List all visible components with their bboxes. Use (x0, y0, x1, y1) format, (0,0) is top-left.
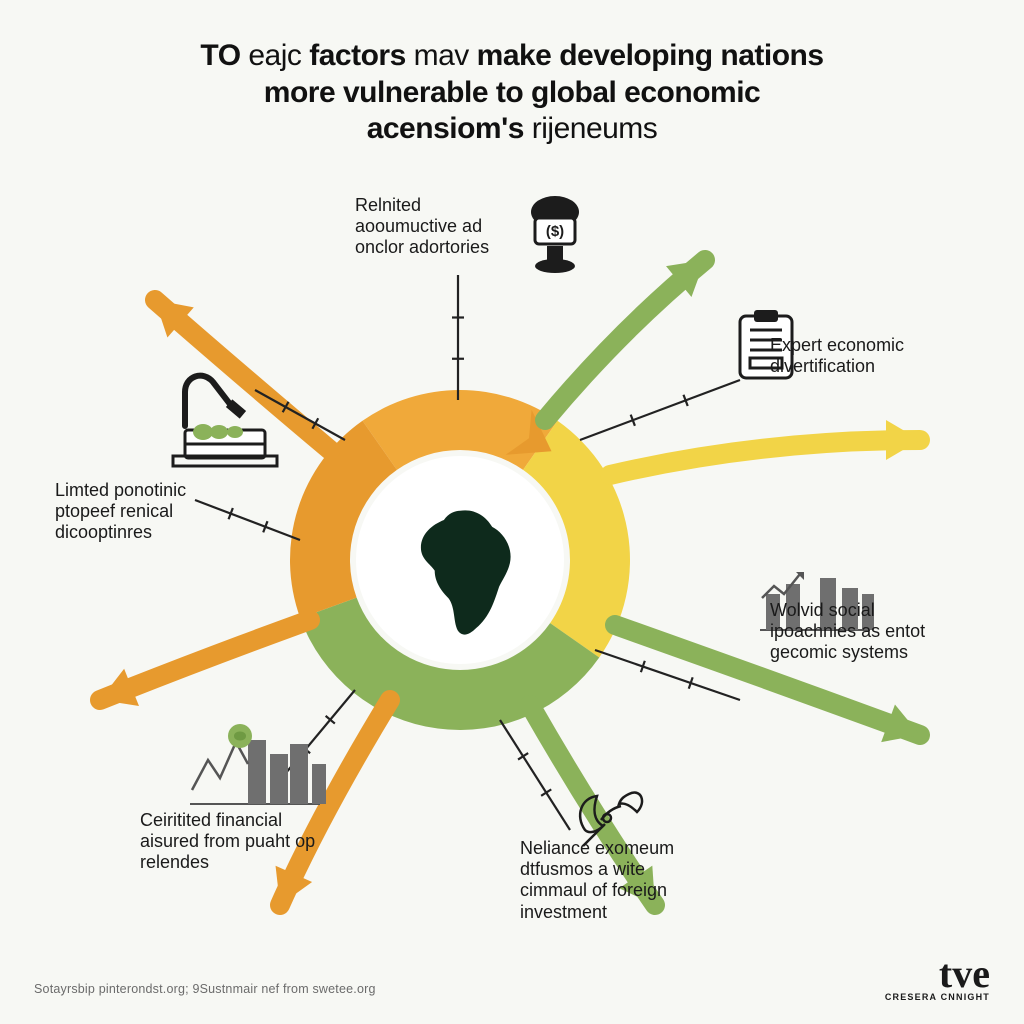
brand-logo: tve CRESERA CNNIGHT (885, 958, 990, 1002)
spoke-label-top: Relnitedaooumuctive adonclor adortories (355, 195, 585, 259)
city-chart-icon (190, 724, 326, 804)
footer-credit: Sotayrsbip pinterondst.org; 9Sustnmair n… (34, 982, 376, 996)
spoke-label-ne: Expert economicdivertification (770, 335, 990, 377)
logo-sub: CRESERA CNNIGHT (885, 992, 990, 1002)
logo-script: tve (885, 958, 990, 990)
spoke-label-sw: Ceiritited financialaisured from puaht o… (140, 810, 380, 874)
spoke-label-w: Limted ponotinicptopeef renicaldicooptin… (55, 480, 255, 544)
spoke-label-e: Wolvid socialipoachnies as entotgecomic … (770, 600, 990, 664)
spoke-label-se: Neliance exomeumdtfusmos a witecimmaul o… (520, 838, 750, 923)
